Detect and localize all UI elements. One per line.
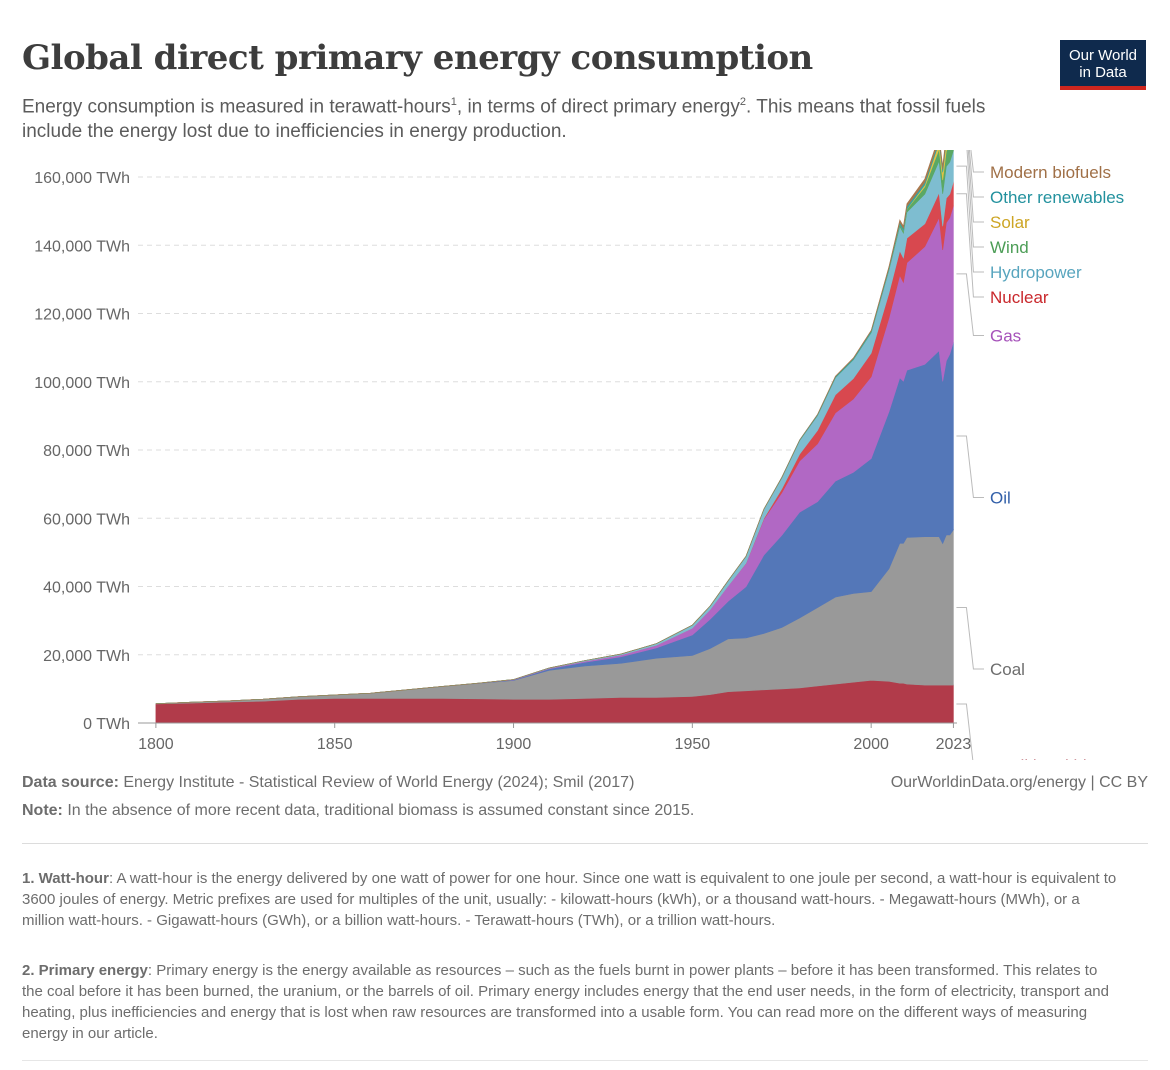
footnote-2-text: : Primary energy is the energy available…: [22, 962, 1109, 1042]
license-link[interactable]: OurWorldinData.org/energy | CC BY: [890, 774, 1148, 791]
data-source: Data source: Energy Institute - Statisti…: [22, 774, 634, 792]
series-label-solar[interactable]: Solar: [990, 213, 1030, 232]
footnote-primary-energy: 2. Primary energy: Primary energy is the…: [22, 960, 1117, 1044]
area-modern-biofuels[interactable]: [155, 150, 954, 704]
label-connector: [966, 150, 984, 248]
y-tick-label: 80,000 TWh: [43, 443, 130, 460]
series-label-coal[interactable]: Coal: [990, 660, 1025, 679]
x-tick-label: 2000: [853, 736, 889, 753]
chart-subtitle: Energy consumption is measured in terawa…: [22, 90, 1022, 144]
footnote-1-label: 1. Watt-hour: [22, 870, 109, 887]
y-tick-label: 40,000 TWh: [43, 580, 130, 597]
y-tick-label: 100,000 TWh: [34, 375, 130, 392]
label-connector: [970, 150, 984, 173]
logo-line-1: Our World: [1068, 47, 1138, 64]
note-text: In the absence of more recent data, trad…: [62, 802, 695, 819]
chart-note: Note: In the absence of more recent data…: [22, 802, 694, 820]
series-label-modern-biofuels[interactable]: Modern biofuels: [990, 163, 1111, 182]
x-tick-label: 1950: [675, 736, 711, 753]
label-connector: [956, 273, 984, 336]
chart-title: Global direct primary energy consumption: [22, 38, 813, 78]
footnote-watt-hour: 1. Watt-hour: A watt-hour is the energy …: [22, 868, 1117, 931]
note-label: Note:: [22, 802, 63, 819]
x-tick-label: 1900: [496, 736, 532, 753]
divider: [22, 843, 1148, 844]
series-label-other-renewables[interactable]: Other renewables: [990, 188, 1124, 207]
label-connector: [956, 703, 974, 760]
series-label-traditional-biomass[interactable]: Traditional biomass: [990, 757, 1137, 760]
footnote-1-text: : A watt-hour is the energy delivered by…: [22, 870, 1117, 929]
y-tick-label: 160,000 TWh: [34, 170, 130, 187]
footnote-2-label: 2. Primary energy: [22, 962, 148, 979]
footnote-ref-2[interactable]: 2: [739, 96, 746, 108]
y-tick-label: 60,000 TWh: [43, 511, 130, 528]
axes: 0 TWh 20,000 TWh 40,000 TWh 60,000 TWh 80,00…: [34, 170, 971, 753]
series-label-wind[interactable]: Wind: [990, 238, 1029, 257]
x-tick-label: 2023: [936, 736, 972, 753]
footnote-ref-1[interactable]: 1: [450, 96, 457, 108]
label-connector: [968, 150, 984, 198]
subtitle-part-3: . This means that fossil fuels include t…: [22, 96, 986, 143]
series-label-gas[interactable]: Gas: [990, 326, 1021, 345]
label-connector: [956, 435, 984, 498]
x-tick-label: 1800: [138, 736, 174, 753]
stacked-area-chart: 0 TWh 20,000 TWh 40,000 TWh 60,000 TWh 80,00…: [34, 150, 1137, 760]
series-label-hydropower[interactable]: Hydropower: [990, 263, 1082, 282]
subtitle-part-2: , in terms of direct primary energy: [456, 96, 740, 118]
label-connector: [967, 150, 984, 223]
y-tick-label: 140,000 TWh: [34, 238, 130, 255]
y-tick-label: 20,000 TWh: [43, 648, 130, 665]
x-tick-label: 1850: [317, 736, 353, 753]
y-tick-label: 0 TWh: [83, 716, 130, 733]
gridlines: [138, 176, 957, 656]
series-label-oil[interactable]: Oil: [990, 489, 1011, 508]
y-tick-label: 120,000 TWh: [34, 307, 130, 324]
subtitle-part-1: Energy consumption is measured in terawa…: [22, 96, 451, 118]
label-connector: [956, 607, 984, 670]
label-connector: [956, 193, 984, 298]
series-label-nuclear[interactable]: Nuclear: [990, 288, 1049, 307]
owid-logo[interactable]: Our World in Data: [1060, 40, 1146, 90]
label-connector: [956, 165, 984, 273]
bottom-divider: [22, 1060, 1148, 1061]
logo-line-2: in Data: [1079, 64, 1127, 81]
data-source-text: Energy Institute - Statistical Review of…: [118, 774, 635, 791]
series-areas: [155, 150, 954, 724]
series-labels: Modern biofuels Other renewables Solar Wind…: [956, 150, 1137, 760]
data-source-label: Data source:: [22, 774, 119, 791]
